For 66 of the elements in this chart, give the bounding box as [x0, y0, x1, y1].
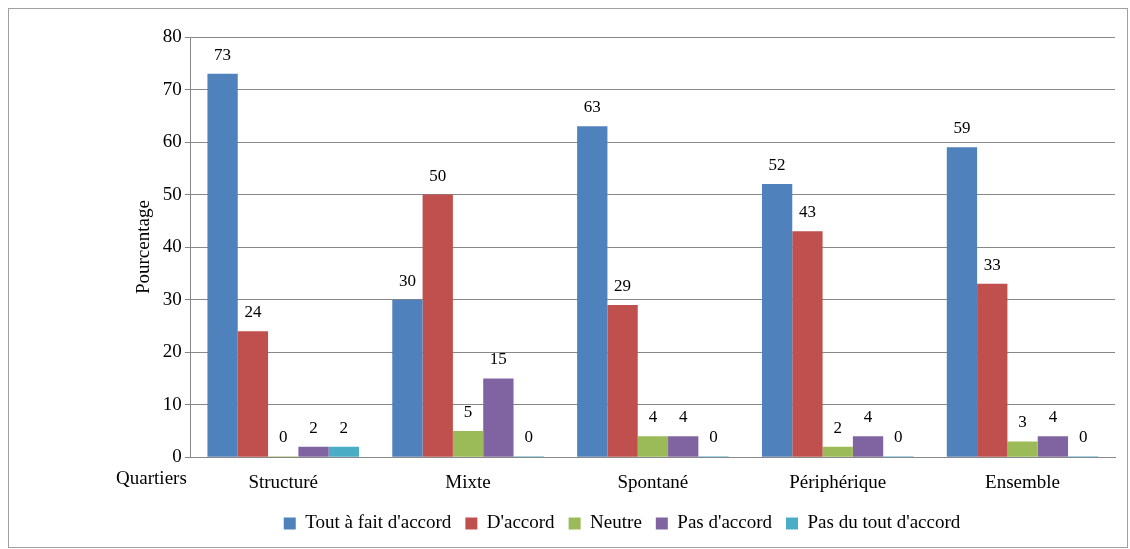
- data-label: 0: [709, 427, 718, 447]
- bar: [792, 231, 823, 457]
- bar: [328, 446, 359, 457]
- y-axis-title: Pourcentage: [132, 200, 154, 295]
- data-label: 63: [583, 97, 601, 117]
- data-label: 29: [614, 275, 632, 295]
- bar: [852, 436, 884, 457]
- bar: [637, 436, 669, 457]
- x-tick-label: Spontané: [617, 470, 689, 492]
- bar: [392, 299, 423, 457]
- data-label: 3: [1018, 412, 1027, 432]
- y-tick-label: 30: [162, 287, 182, 309]
- data-label: 2: [309, 417, 318, 437]
- bar: [577, 126, 608, 457]
- data-label: 30: [398, 270, 416, 290]
- bar: [237, 331, 269, 457]
- legend-label: Pas du tout d'accord: [807, 511, 961, 533]
- data-label: 4: [678, 407, 688, 427]
- data-label: 4: [648, 407, 658, 427]
- bar: [207, 73, 238, 457]
- bar: [761, 184, 793, 457]
- x-tick-label: Ensemble: [985, 470, 1061, 492]
- y-tick-label: 60: [162, 130, 182, 152]
- y-tick-label: 80: [162, 24, 182, 46]
- data-label: 33: [983, 254, 1001, 274]
- y-tick-label: 0: [172, 445, 182, 467]
- legend-label: D'accord: [486, 511, 556, 533]
- data-label: 0: [278, 427, 288, 447]
- bar: [607, 304, 638, 457]
- y-tick-label: 40: [162, 235, 182, 257]
- x-tick-label: Périphérique: [789, 470, 887, 492]
- data-label: 73: [214, 44, 232, 64]
- bar: [452, 430, 484, 457]
- data-label: 0: [894, 427, 903, 447]
- data-label: 59: [953, 118, 971, 138]
- bar: [483, 378, 514, 457]
- x-axis-title: Quartiers: [116, 466, 187, 488]
- legend-label: Pas d'accord: [677, 511, 773, 533]
- bar: [977, 283, 1008, 457]
- bar: [1037, 436, 1069, 457]
- legend-label: Tout à fait d'accord: [305, 511, 452, 533]
- data-label: 50: [429, 165, 447, 185]
- x-tick-label: Mixte: [445, 470, 491, 492]
- y-tick-label: 10: [162, 392, 182, 414]
- data-label: 43: [798, 202, 816, 222]
- y-tick-label: 50: [162, 182, 182, 204]
- data-label: 2: [833, 417, 842, 437]
- y-tick-label: 20: [162, 340, 182, 362]
- legend-label: Neutre: [590, 511, 642, 533]
- data-label: 15: [489, 349, 507, 369]
- data-label: 2: [339, 417, 349, 437]
- data-label: 52: [768, 155, 786, 175]
- y-tick-label: 70: [162, 77, 182, 99]
- data-label: 5: [463, 401, 473, 421]
- bar: [668, 436, 699, 457]
- bar: [298, 446, 329, 457]
- x-tick-label: Structuré: [248, 470, 319, 492]
- data-label: 24: [244, 302, 262, 322]
- bar: [422, 194, 453, 457]
- data-label: 4: [1048, 407, 1058, 427]
- data-label: 4: [863, 407, 873, 427]
- data-label: 0: [524, 427, 533, 447]
- bar: [822, 446, 853, 457]
- bar: [1007, 441, 1038, 457]
- data-label: 0: [1078, 427, 1088, 447]
- bar: [946, 147, 978, 457]
